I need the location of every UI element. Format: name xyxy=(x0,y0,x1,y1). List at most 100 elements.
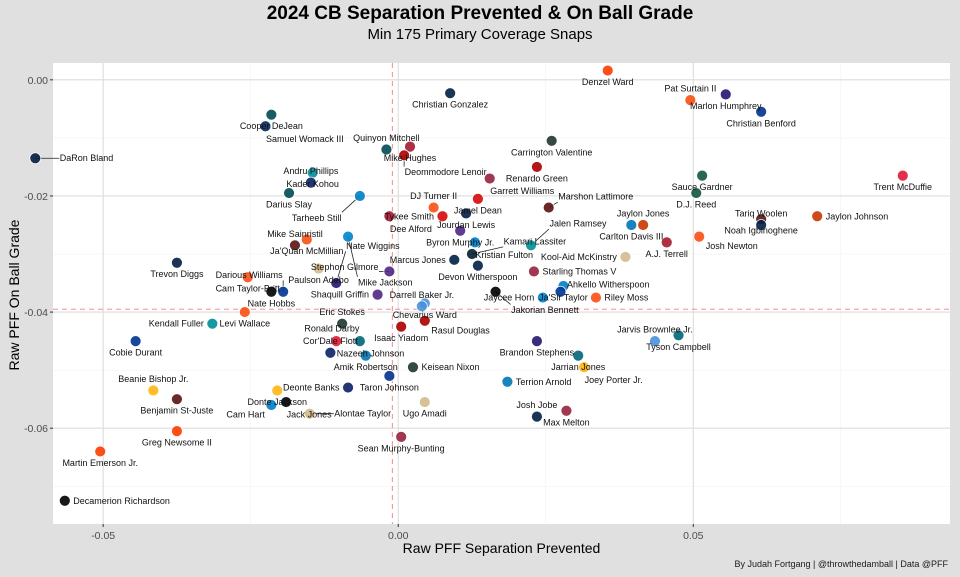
point-label: Benjamin St-Juste xyxy=(140,406,213,416)
team-logo-marker xyxy=(444,87,457,100)
point-label: Donte Jackson xyxy=(247,397,307,407)
team-logo-marker xyxy=(460,207,472,220)
point-label: DaRon Bland xyxy=(60,153,114,163)
point-label: Josh Newton xyxy=(706,241,758,251)
team-logo-marker xyxy=(649,335,661,348)
team-logo-marker xyxy=(330,277,343,289)
point-label: Jourdan Lewis xyxy=(437,220,496,230)
point-label: Dee Alford xyxy=(390,224,432,234)
point-label: Ahkello Witherspoon xyxy=(567,279,650,289)
point-label: D.J. Reed xyxy=(676,200,716,210)
team-logo-marker xyxy=(395,320,408,333)
x-tick-label: 0.05 xyxy=(683,530,704,542)
point-label: Darrell Baker Jr. xyxy=(390,290,455,300)
team-logo-marker xyxy=(241,271,254,284)
point-label: Keisean Nixon xyxy=(421,362,479,372)
team-logo-marker xyxy=(590,291,602,304)
point-label: Kool-Aid McKinstry xyxy=(541,252,618,262)
chart-title: 2024 CB Separation Prevented & On Ball G… xyxy=(266,3,694,24)
team-logo-marker xyxy=(536,291,549,304)
point-label: Carrington Valentine xyxy=(511,147,592,157)
point-label: Shaquill Griffin xyxy=(311,290,369,300)
point-label: Jarrian Jones xyxy=(551,362,606,372)
point-label: Kristian Fulton xyxy=(475,250,533,260)
point-label: Denzel Ward xyxy=(582,77,634,87)
point-label: Sauce Gardner xyxy=(672,182,733,192)
team-logo-marker xyxy=(531,335,543,348)
point-label: Nate Wiggins xyxy=(346,241,400,251)
point-label: Renardo Green xyxy=(506,173,568,183)
team-logo-marker xyxy=(171,393,183,406)
point-label: Beanie Bishop Jr. xyxy=(118,374,188,384)
team-logo-marker xyxy=(693,230,706,243)
team-logo-marker xyxy=(58,494,71,507)
point-label: Marlon Humphrey xyxy=(690,101,762,111)
point-label: Tyson Campbell xyxy=(646,342,711,352)
point-label: A.J. Terrell xyxy=(646,249,688,259)
team-logo-marker xyxy=(489,285,502,298)
point-label: Decamerion Richardson xyxy=(73,496,170,506)
team-logo-marker xyxy=(206,317,219,330)
team-logo-marker xyxy=(471,192,484,205)
team-logo-marker xyxy=(418,396,431,408)
point-label: Joey Porter Jr. xyxy=(585,375,643,385)
point-label: Sean Murphy-Bunting xyxy=(358,443,445,453)
team-logo-marker xyxy=(238,306,251,318)
team-logo-marker xyxy=(129,335,142,348)
point-label: Christian Benford xyxy=(726,118,796,128)
chart-caption: By Judah Fortgang | @throwthedamball | D… xyxy=(734,559,948,569)
point-label: Kader Kohou xyxy=(286,179,339,189)
team-logo-marker xyxy=(303,407,316,420)
point-label: Byron Murphy Jr. xyxy=(426,237,494,247)
point-label: Ja'Sir Taylor xyxy=(539,292,588,302)
team-logo-marker xyxy=(448,253,461,266)
team-logo-marker xyxy=(383,265,396,278)
point-label: Jaylon Johnson xyxy=(826,211,889,221)
point-label: Tarheeb Still xyxy=(292,213,342,223)
team-logo-marker xyxy=(336,317,349,330)
team-logo-marker xyxy=(171,425,183,438)
point-label: Kendall Fuller xyxy=(149,319,204,329)
team-logo-marker xyxy=(572,349,585,362)
team-logo-marker xyxy=(359,349,372,362)
point-label: Noah Igbinoghene xyxy=(724,226,798,236)
team-logo-marker xyxy=(395,431,408,443)
point-label: Trevon Diggs xyxy=(150,269,204,279)
team-logo-marker xyxy=(330,335,343,348)
point-label: Amik Robertson xyxy=(334,362,398,372)
team-logo-marker xyxy=(300,233,313,246)
team-logo-marker xyxy=(383,370,396,382)
point-label: Jaylon Jones xyxy=(617,208,670,218)
team-logo-marker xyxy=(525,239,537,252)
team-logo-marker xyxy=(560,404,573,417)
team-logo-marker xyxy=(342,230,354,243)
point-label: Ugo Amadi xyxy=(403,409,447,419)
point-label: Jalen Ramsey xyxy=(550,218,608,228)
team-logo-marker xyxy=(466,248,478,260)
point-label: Alontae Taylor xyxy=(334,409,391,419)
team-logo-marker xyxy=(342,381,354,394)
point-label: Deommodore Lenoir xyxy=(405,167,487,177)
x-axis-label: Raw PFF Separation Prevented xyxy=(402,540,601,556)
team-logo-marker xyxy=(528,265,540,278)
point-label: Tariq Woolen xyxy=(735,208,787,218)
team-logo-marker xyxy=(684,94,697,107)
x-tick-label: 0.00 xyxy=(388,530,409,542)
team-logo-marker xyxy=(436,210,449,223)
point-label: Marshon Lattimore xyxy=(558,192,633,202)
team-logo-marker xyxy=(324,346,337,359)
chart-subtitle: Min 175 Primary Coverage Snaps xyxy=(367,26,593,43)
y-tick-label: -0.02 xyxy=(24,191,48,203)
team-logo-marker xyxy=(404,140,416,153)
team-logo-marker xyxy=(690,187,703,199)
point-label: Darious Williams xyxy=(216,270,284,280)
point-labels: Denzel Ward Christian Gonzalez Marlon Hump… xyxy=(60,77,932,506)
team-logo-marker xyxy=(578,361,591,374)
team-logo-marker xyxy=(280,396,293,408)
y-tick-label: 0.00 xyxy=(28,75,49,87)
point-label: Pat Surtain II xyxy=(664,84,716,94)
point-label: Cam Hart xyxy=(226,409,265,419)
point-label: Stephon Gilmore xyxy=(311,262,379,272)
team-logo-marker xyxy=(418,314,431,327)
team-logo-marker xyxy=(811,210,824,223)
